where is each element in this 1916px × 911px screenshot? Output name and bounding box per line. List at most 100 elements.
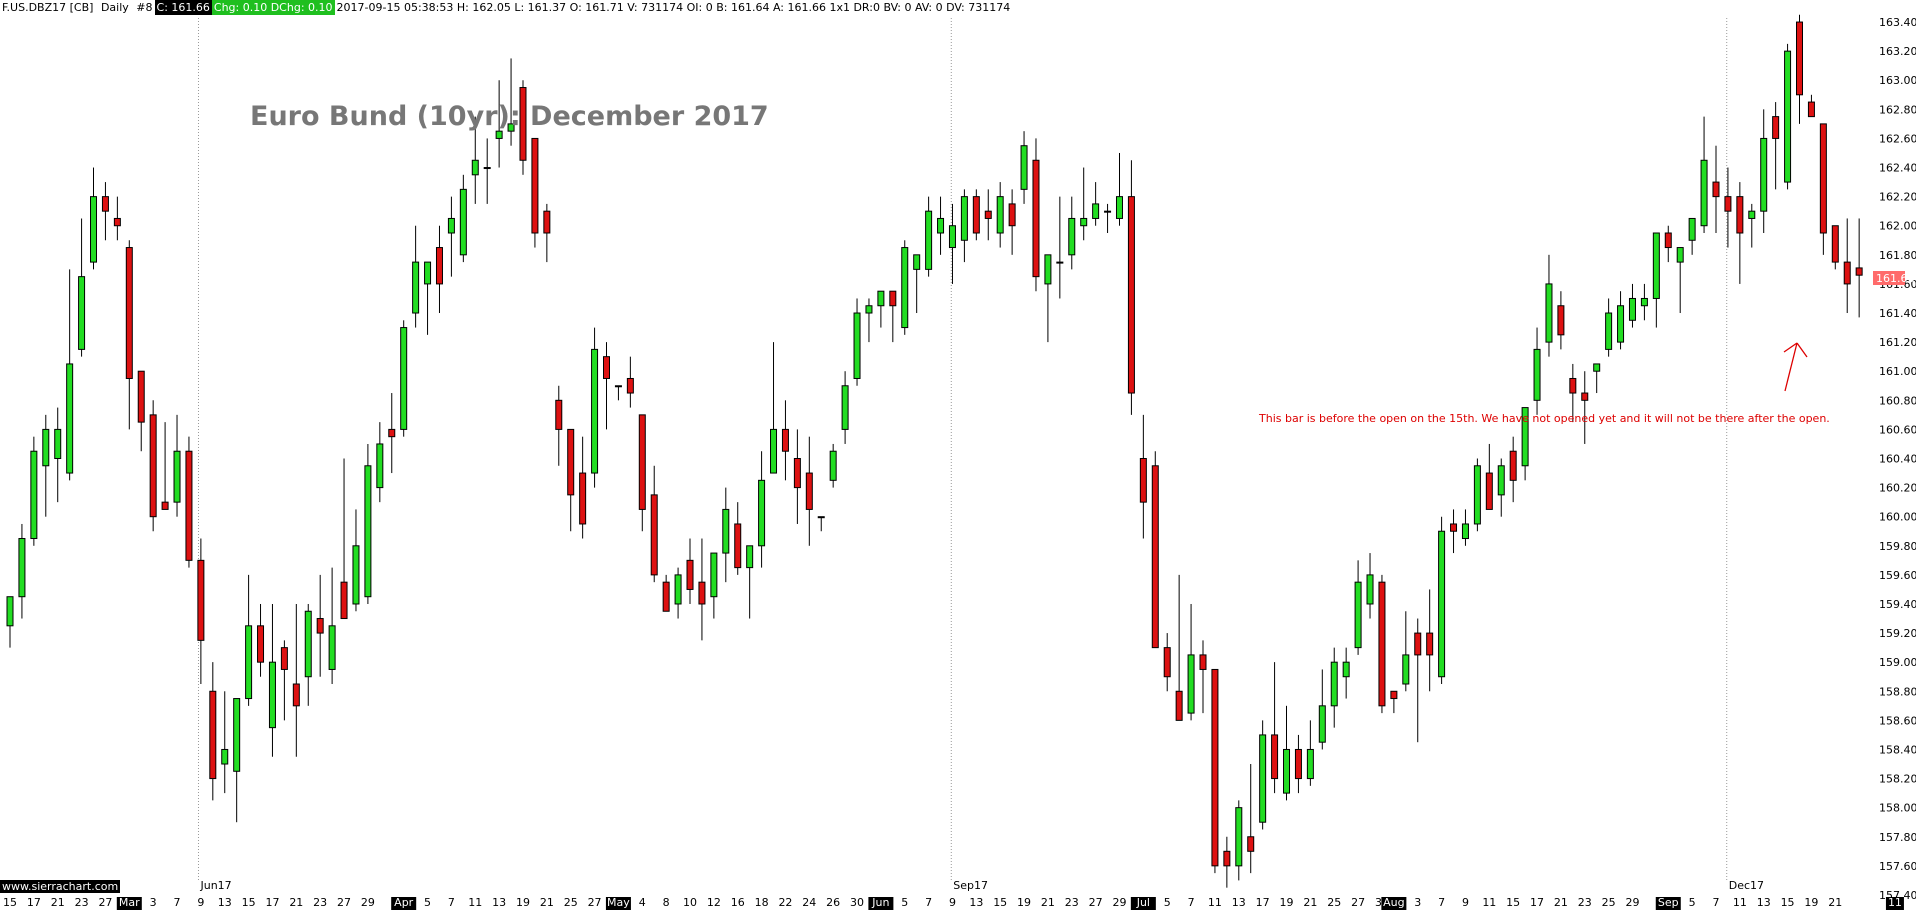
- price-tick-label: 159.20: [1879, 627, 1916, 640]
- candle: [1044, 254, 1052, 343]
- candle: [698, 538, 706, 641]
- candle-body: [865, 305, 873, 314]
- last-price-value: 161.66: [1876, 272, 1915, 285]
- month-tick-box: [391, 897, 417, 910]
- candle: [746, 545, 754, 619]
- candle-body: [221, 748, 229, 765]
- candle-body: [364, 465, 372, 598]
- date-tick-label: 27: [98, 896, 112, 909]
- candle: [913, 254, 921, 314]
- candle: [6, 596, 14, 648]
- price-tick-label: 157.60: [1879, 860, 1916, 873]
- candle: [972, 189, 980, 241]
- candle-body: [1700, 159, 1708, 227]
- date-tick-label: 15: [3, 896, 17, 909]
- price-tick-label: 158.80: [1879, 685, 1916, 698]
- candle: [1831, 225, 1839, 270]
- candle-body: [1581, 392, 1589, 401]
- candle: [1557, 291, 1565, 350]
- timeframe-label[interactable]: Daily: [100, 1, 129, 14]
- candle-body: [197, 559, 205, 641]
- price-tick-label: 157.80: [1879, 831, 1916, 844]
- candle-body: [257, 625, 265, 663]
- candle: [1545, 254, 1553, 357]
- date-tick-label: 19: [516, 896, 530, 909]
- price-tick-label: 162.60: [1879, 132, 1916, 145]
- candle-body: [1020, 145, 1028, 190]
- month-tick-box: [1885, 897, 1904, 910]
- candle: [901, 240, 909, 335]
- date-tick-label: 13: [1757, 896, 1771, 909]
- annotation-arrow: [1783, 342, 1808, 392]
- candle: [328, 567, 336, 684]
- date-tick-label: 11: [1482, 896, 1496, 909]
- chart-number-label: #8: [136, 1, 153, 14]
- price-tick-label: 163.20: [1879, 45, 1916, 58]
- candle-body: [304, 610, 312, 678]
- candle: [1843, 218, 1851, 314]
- month-tick-label: 11: [1888, 896, 1902, 909]
- candle: [877, 290, 885, 328]
- candle: [1211, 668, 1219, 874]
- candle-body: [543, 210, 551, 234]
- candle: [1772, 102, 1780, 190]
- date-tick-label: 7: [174, 896, 181, 909]
- candle: [650, 465, 658, 583]
- candle: [268, 603, 276, 757]
- candle-body: [758, 479, 766, 547]
- candles: [6, 14, 1863, 888]
- date-tick-label: 10: [683, 896, 697, 909]
- candle: [853, 298, 861, 386]
- candle: [1438, 516, 1446, 684]
- candle-body: [925, 210, 933, 270]
- candle: [125, 240, 133, 430]
- month-tick-box: [605, 897, 631, 910]
- candle-body: [1104, 210, 1112, 213]
- candle-body: [1008, 203, 1016, 227]
- date-tick-label: 27: [1351, 896, 1365, 909]
- candle-body: [853, 312, 861, 379]
- candle-body: [1617, 305, 1625, 343]
- candle-body: [280, 647, 288, 670]
- candle-body: [722, 508, 730, 554]
- price-axis[interactable]: 157.40157.60157.80158.00158.20158.40158.…: [1879, 16, 1916, 902]
- candle: [1628, 283, 1636, 328]
- candle: [1533, 327, 1541, 415]
- price-tick-label: 159.80: [1879, 540, 1916, 553]
- date-tick-label: 11: [1208, 896, 1222, 909]
- candle: [292, 603, 300, 757]
- candle-body: [185, 450, 193, 561]
- candle-body: [149, 414, 157, 518]
- candle: [1688, 217, 1696, 255]
- stats-label: 2017-09-15 05:38:53 H: 162.05 L: 161.37 …: [336, 1, 1011, 14]
- month-tick-label: Aug: [1383, 896, 1404, 909]
- date-axis[interactable]: 15 17 21 23 27 Mar 3 7 9 13 15 17 21 23 27 29 Apr 5 7 11 13 1…: [3, 896, 1904, 910]
- candle-body: [972, 196, 980, 234]
- watermark[interactable]: www.sierrachart.com: [0, 880, 121, 893]
- date-tick-label: 25: [564, 896, 578, 909]
- price-tick-label: 159.00: [1879, 656, 1916, 669]
- candle: [937, 196, 945, 255]
- candle: [209, 662, 217, 801]
- candle-body: [1259, 734, 1267, 823]
- candle-body: [1831, 225, 1839, 263]
- date-tick-label: 7: [1712, 896, 1719, 909]
- date-tick-label: 8: [663, 896, 670, 909]
- candle-body: [268, 661, 276, 729]
- price-tick-label: 162.20: [1879, 191, 1916, 204]
- price-tick-label: 160.80: [1879, 394, 1916, 407]
- candle-body: [1354, 581, 1362, 649]
- month-tick-label: Sep: [1658, 896, 1679, 909]
- candle: [1676, 247, 1684, 314]
- candle: [316, 574, 324, 677]
- candle: [793, 429, 801, 524]
- candle-body: [1127, 196, 1135, 394]
- date-tick-label: 7: [1188, 896, 1195, 909]
- candle-body: [245, 625, 253, 700]
- date-tick-label: 21: [1041, 896, 1055, 909]
- candle-body: [435, 247, 443, 285]
- candle-body: [90, 196, 98, 263]
- candle: [400, 320, 408, 437]
- candle-body: [1080, 217, 1088, 227]
